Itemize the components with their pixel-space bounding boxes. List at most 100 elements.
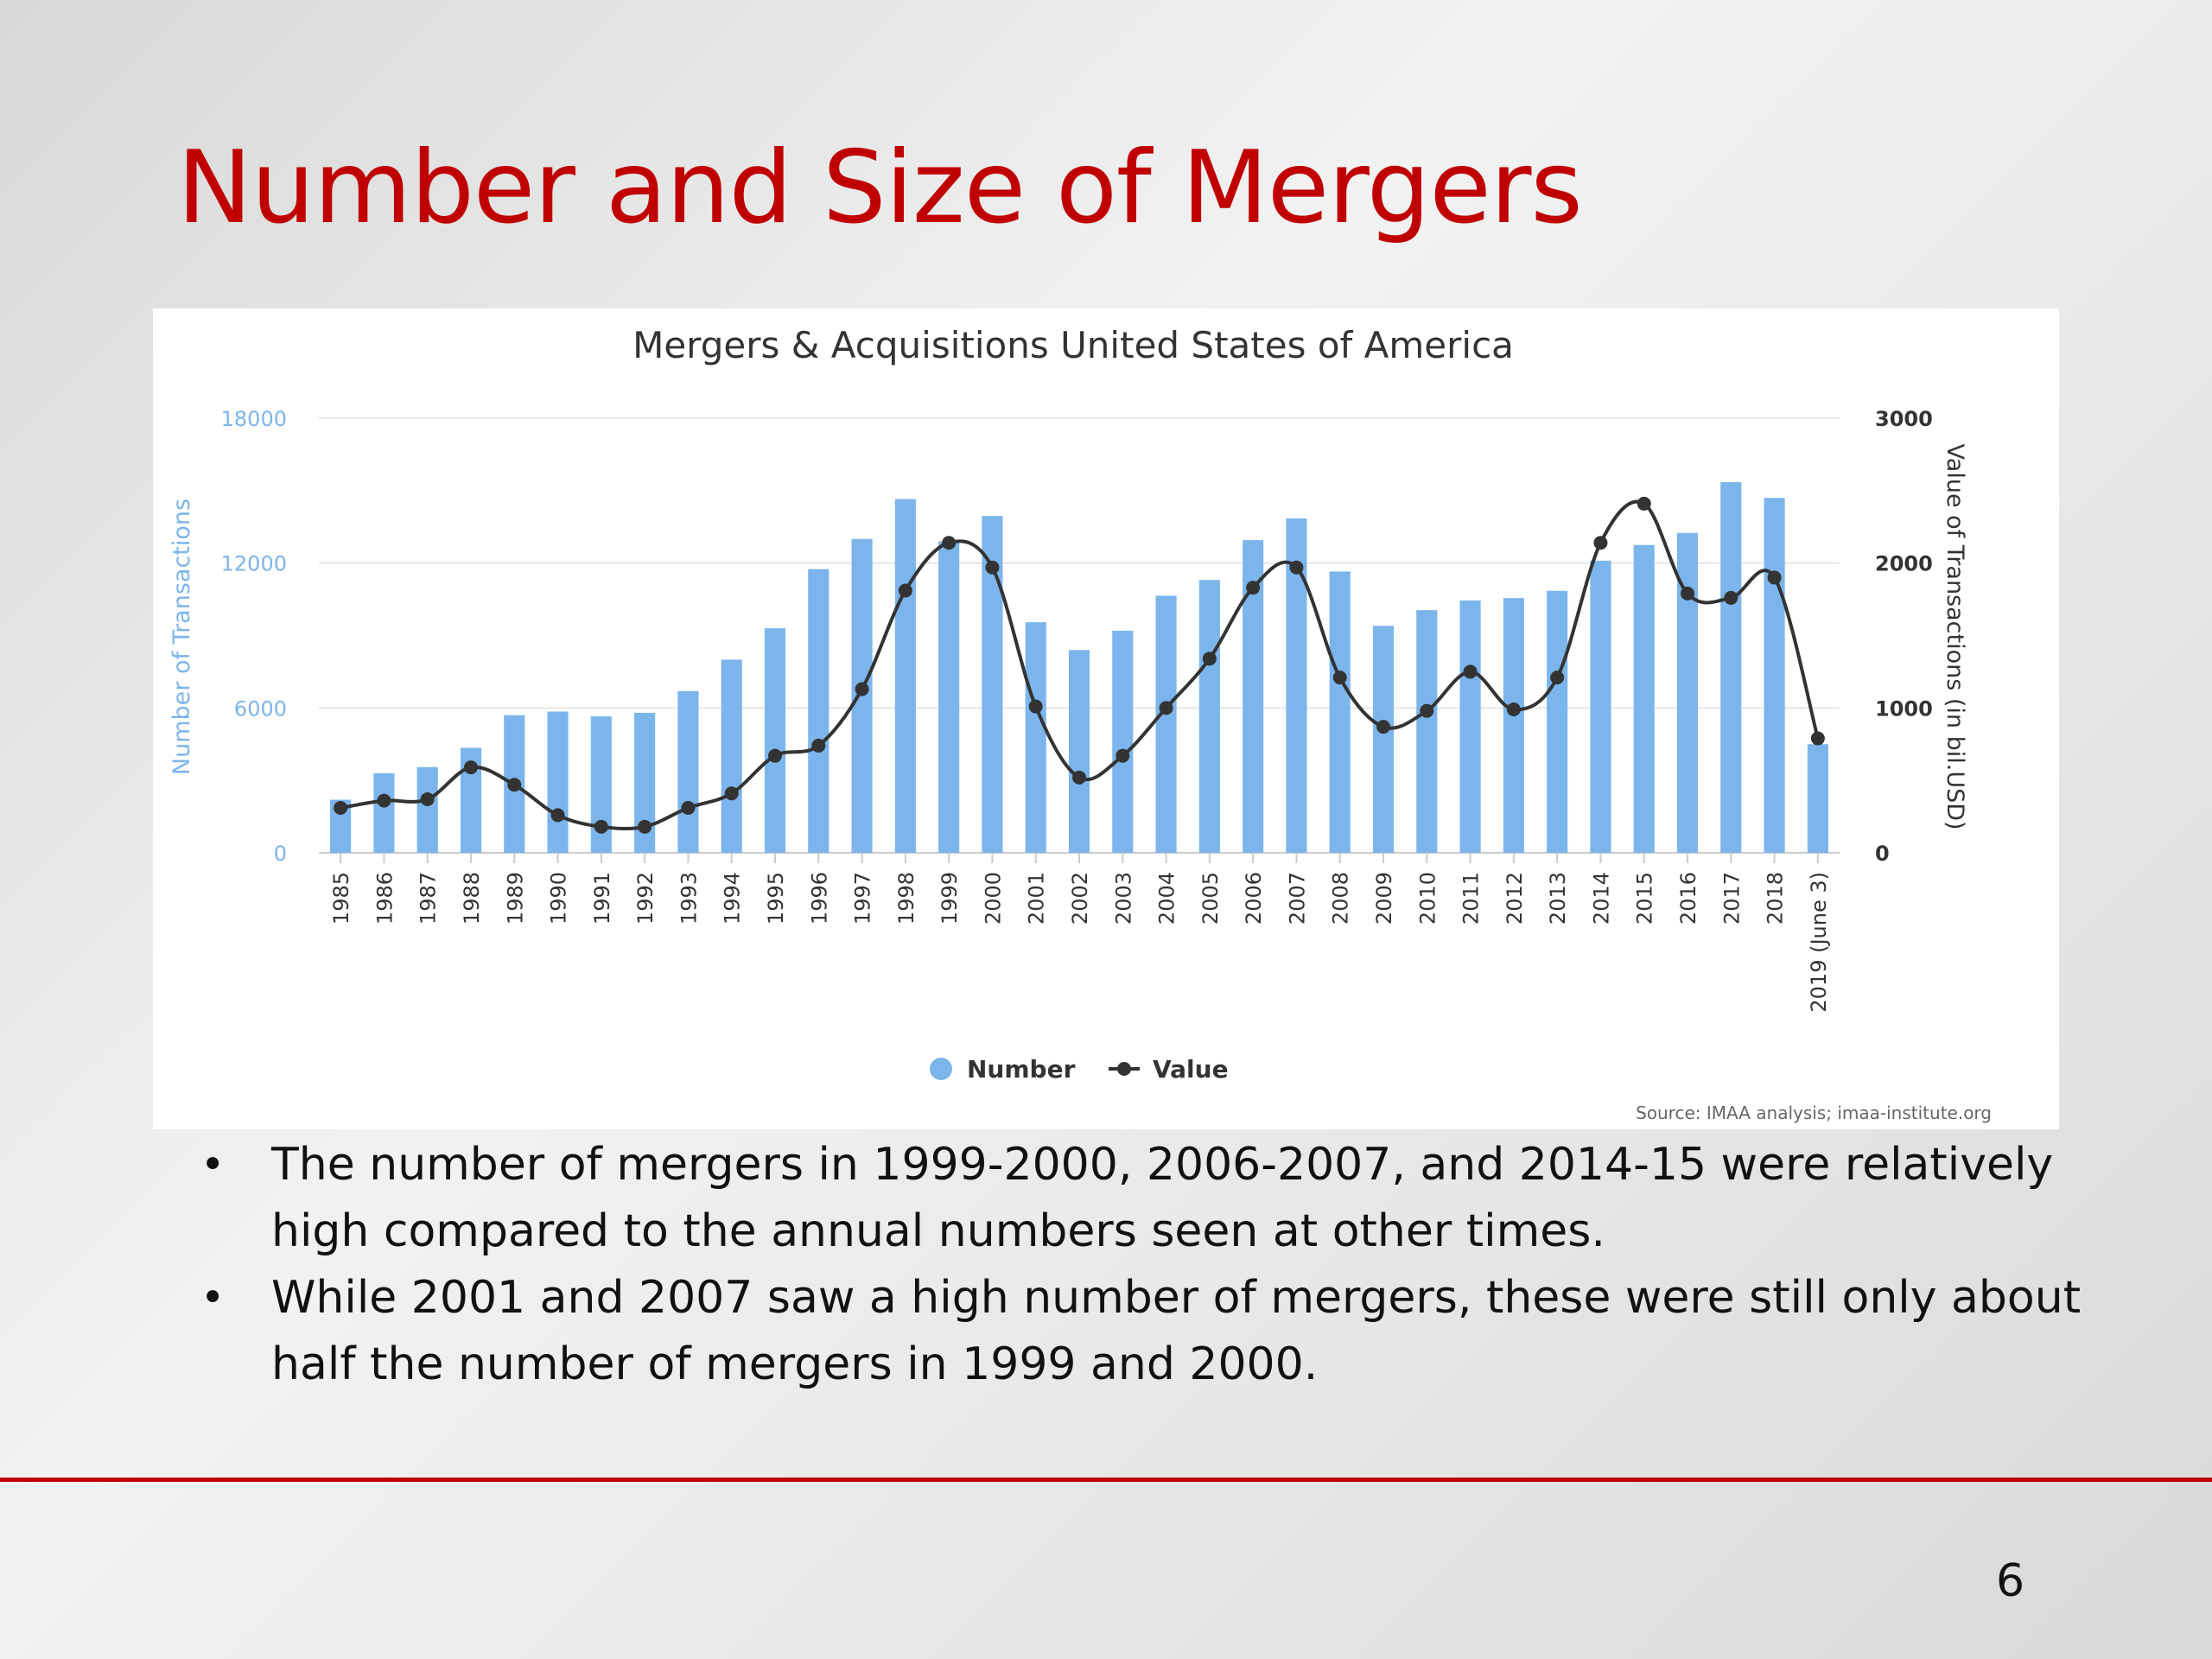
value-point xyxy=(681,801,696,816)
x-tick-label: 2000 xyxy=(981,872,1005,925)
bar-number xyxy=(373,772,395,853)
bar-number xyxy=(764,628,786,853)
value-point xyxy=(942,536,957,550)
x-tick-label: 2010 xyxy=(1415,872,1440,925)
y-right-axis-title: Value of Transactions (in bil.USD) xyxy=(1942,443,1968,830)
x-tick-label: 1992 xyxy=(633,872,658,925)
page-number: 6 xyxy=(1996,1555,2025,1607)
bar-number xyxy=(938,541,960,853)
x-tick-label: 2014 xyxy=(1589,872,1613,925)
value-point xyxy=(638,819,652,834)
value-point xyxy=(420,791,435,806)
x-tick-label: 2013 xyxy=(1546,872,1570,925)
bullet-text: The number of mergers in 1999-2000, 2006… xyxy=(271,1139,2054,1257)
x-tick-label: 1988 xyxy=(460,872,484,925)
bar-number xyxy=(1068,650,1090,853)
bar-number xyxy=(894,499,916,853)
y-right-tick-label: 1000 xyxy=(1875,696,1933,721)
bar-number xyxy=(1459,600,1481,853)
legend-value-label: Value xyxy=(1153,1055,1229,1084)
value-point xyxy=(1376,720,1390,734)
bar-number xyxy=(1807,744,1828,853)
x-tick-label: 2003 xyxy=(1111,872,1135,925)
bar-number xyxy=(1720,482,1742,853)
value-point xyxy=(334,801,348,816)
bar-number xyxy=(416,766,438,853)
value-point xyxy=(464,760,478,775)
y-left-axis-title: Number of Transactions xyxy=(168,499,195,775)
value-point xyxy=(1463,664,1478,679)
bullet-item: • While 2001 and 2007 saw a high number … xyxy=(200,1265,2101,1398)
slide-title: Number and Size of Mergers xyxy=(177,130,1583,246)
value-point xyxy=(1593,536,1608,550)
bar-number xyxy=(1112,630,1134,853)
x-tick-label: 2008 xyxy=(1329,872,1353,925)
bullet-list: • The number of mergers in 1999-2000, 20… xyxy=(200,1132,2101,1398)
x-tick-label: 2009 xyxy=(1372,872,1396,925)
x-tick-label: 2004 xyxy=(1155,872,1179,925)
value-point xyxy=(1116,748,1130,763)
x-tick-label: 2015 xyxy=(1633,872,1657,925)
footer-divider xyxy=(0,1478,2212,1482)
value-point xyxy=(898,583,912,598)
bar-number xyxy=(1633,544,1655,853)
x-tick-label: 2001 xyxy=(1025,872,1049,925)
x-tick-label: 1985 xyxy=(329,872,353,925)
x-tick-label: 1997 xyxy=(851,872,875,925)
value-point xyxy=(1159,701,1173,715)
legend-value-swatch xyxy=(1117,1062,1131,1076)
bar-number xyxy=(1590,560,1611,853)
y-right-tick-label: 2000 xyxy=(1875,552,1933,576)
x-tick-label: 2018 xyxy=(1764,872,1788,925)
x-tick-label: 1994 xyxy=(721,872,745,925)
chart-title: Mergers & Acquisitions United States of … xyxy=(632,324,1514,366)
value-point xyxy=(855,682,869,696)
bar-number xyxy=(1025,622,1046,853)
legend-number-label: Number xyxy=(967,1055,1076,1084)
value-point xyxy=(1072,770,1086,785)
y-left-tick-label: 12000 xyxy=(221,552,287,576)
value-point xyxy=(985,560,1000,575)
x-tick-label: 1991 xyxy=(590,872,614,925)
bar-number xyxy=(1372,626,1395,853)
value-point xyxy=(507,778,522,792)
x-tick-label: 2005 xyxy=(1198,872,1223,925)
chart-panel: Mergers & Acquisitions United States of … xyxy=(153,308,2059,1129)
bar-number xyxy=(1547,590,1568,853)
x-tick-label: 1989 xyxy=(503,872,527,925)
value-point xyxy=(1246,581,1261,595)
merger-combo-chart: Mergers & Acquisitions United States of … xyxy=(168,324,1992,1123)
value-point xyxy=(1724,590,1738,605)
bar-number xyxy=(1764,498,1785,853)
x-tick-label: 2011 xyxy=(1459,872,1484,925)
value-point xyxy=(811,738,826,753)
x-tick-label: 1998 xyxy=(894,872,918,925)
value-point xyxy=(550,808,565,823)
y-left-tick-label: 18000 xyxy=(221,407,287,431)
x-tick-label: 2012 xyxy=(1503,872,1527,925)
x-tick-label: 1999 xyxy=(938,872,962,925)
x-tick-label: 1990 xyxy=(547,872,571,925)
x-tick-label: 1993 xyxy=(677,872,701,925)
value-point xyxy=(768,748,782,763)
value-point xyxy=(377,793,391,808)
bullet-dot: • xyxy=(200,1141,226,1189)
bullet-text: While 2001 and 2007 saw a high number of… xyxy=(271,1272,2082,1390)
x-tick-label: 2019 (June 3) xyxy=(1807,872,1831,1013)
x-tick-label: 1996 xyxy=(807,872,831,925)
y-left-tick-label: 0 xyxy=(274,842,287,866)
value-point xyxy=(724,786,739,801)
value-point xyxy=(1202,652,1217,666)
x-tick-label: 2016 xyxy=(1676,872,1700,925)
value-point xyxy=(1637,496,1651,511)
value-point xyxy=(1506,702,1521,717)
value-point xyxy=(1550,671,1565,685)
y-right-tick-label: 3000 xyxy=(1875,407,1933,431)
bar-number xyxy=(547,711,569,853)
value-point xyxy=(1681,586,1694,601)
legend-number-swatch xyxy=(930,1058,952,1080)
x-tick-label: 1986 xyxy=(372,872,397,925)
value-point xyxy=(1767,570,1782,585)
x-tick-label: 2006 xyxy=(1242,872,1266,925)
bullet-dot: • xyxy=(200,1274,226,1322)
